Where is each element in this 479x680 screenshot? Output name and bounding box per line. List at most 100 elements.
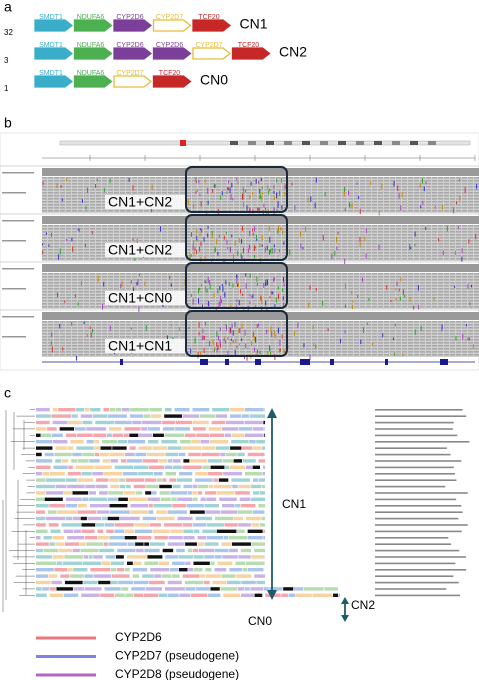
haplotype-block	[188, 568, 193, 572]
haplotype-block	[93, 555, 103, 559]
mismatch	[219, 339, 221, 346]
haplotype-block	[90, 568, 111, 572]
mismatch	[236, 278, 238, 285]
haplotype-block	[224, 433, 231, 437]
haplotype-block	[178, 452, 186, 457]
mismatch	[276, 208, 278, 213]
mismatch	[42, 250, 44, 255]
mismatch	[72, 246, 74, 252]
mismatch	[196, 235, 198, 241]
haplotype-block	[263, 529, 265, 533]
mismatch	[213, 184, 215, 188]
mismatch	[244, 329, 246, 336]
mismatch	[270, 326, 272, 333]
haplotype-block	[169, 478, 177, 482]
haplotype-block	[187, 491, 192, 495]
mismatch	[252, 294, 254, 298]
haplotype-block	[70, 440, 84, 444]
mismatch	[263, 282, 265, 288]
haplotype-block	[114, 465, 134, 469]
haplotype-block	[110, 484, 120, 489]
mismatch	[423, 186, 425, 192]
mismatch	[51, 346, 53, 353]
haplotype-block	[99, 452, 109, 457]
haplotype-block	[247, 536, 263, 540]
haplotype-block	[51, 580, 62, 585]
mismatch	[308, 302, 310, 308]
haplotype-block	[201, 452, 220, 457]
haplotype-block	[65, 504, 78, 508]
mismatch	[281, 334, 283, 339]
haplotype-block	[43, 536, 52, 540]
haplotype-block	[74, 427, 86, 431]
haplotype-block	[229, 465, 246, 469]
mismatch	[144, 281, 146, 286]
haplotype-block	[133, 484, 146, 489]
haplotype-block	[135, 542, 144, 546]
mismatch	[255, 234, 257, 239]
arrow-head	[267, 408, 277, 418]
sample-name	[375, 485, 446, 488]
mismatch	[274, 331, 276, 335]
mismatch	[151, 184, 153, 190]
mismatch	[222, 286, 224, 292]
haplotype-block	[61, 523, 81, 527]
mismatch	[218, 235, 220, 238]
haplotype-block	[65, 497, 82, 501]
haplotype-block	[168, 536, 183, 540]
haplotype-block	[156, 516, 175, 521]
haplotype-block	[142, 516, 157, 521]
mismatch	[249, 273, 251, 278]
haplotype-block	[249, 414, 265, 418]
mismatch	[258, 195, 260, 199]
mismatch	[446, 225, 448, 232]
haplotype-block	[229, 568, 242, 572]
mismatch	[245, 273, 247, 277]
haplotype-block	[114, 529, 125, 533]
haplotype-block	[119, 484, 126, 489]
haplotype-block	[68, 465, 73, 469]
mismatch	[193, 240, 195, 245]
mismatch	[283, 349, 285, 352]
haplotype-block	[238, 523, 251, 527]
haplotype-block	[252, 491, 260, 495]
haplotype-block	[312, 593, 333, 597]
mismatch	[356, 182, 358, 185]
mismatch	[242, 190, 244, 195]
mismatch	[261, 195, 263, 201]
mismatch	[204, 179, 206, 183]
haplotype-block	[36, 446, 53, 450]
mismatch	[103, 188, 105, 193]
haplotype-block	[167, 510, 187, 514]
haplotype-block	[43, 548, 58, 553]
haplotype-block	[304, 587, 324, 591]
haplotype-block	[148, 510, 154, 514]
mismatch	[227, 350, 229, 355]
haplotype-block	[229, 548, 238, 553]
haplotype-block	[228, 536, 248, 540]
mismatch	[266, 279, 268, 286]
coverage	[42, 312, 479, 320]
mismatch	[293, 331, 295, 336]
sample-name	[375, 415, 467, 417]
mismatch	[251, 192, 253, 195]
haplotype-block	[193, 568, 203, 572]
haplotype-block	[225, 465, 230, 469]
haplotype-block	[36, 478, 46, 482]
haplotype-block	[83, 580, 98, 585]
mismatch	[264, 247, 266, 253]
mismatch	[130, 327, 132, 330]
mismatch	[48, 244, 50, 247]
haplotype-block	[233, 459, 242, 463]
mismatch	[465, 324, 467, 327]
mismatch	[315, 177, 317, 183]
mismatch	[203, 347, 205, 354]
haplotype-block	[115, 555, 124, 559]
gene-arrow	[152, 75, 192, 88]
mismatch	[271, 247, 273, 254]
haplotype-block	[185, 542, 197, 546]
mismatch	[249, 230, 251, 237]
haplotype-block	[149, 523, 162, 527]
haplotype-block	[36, 536, 41, 540]
sample-name	[375, 498, 457, 501]
